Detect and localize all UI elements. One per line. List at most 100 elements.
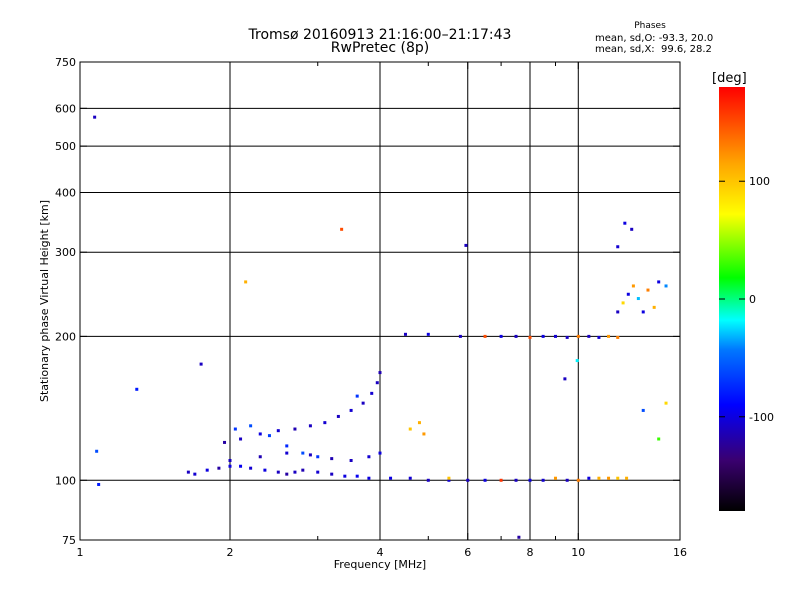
echo-point xyxy=(664,401,668,405)
echo-point xyxy=(375,381,379,385)
echo-point xyxy=(355,474,359,478)
echo-point xyxy=(541,334,545,338)
echo-point xyxy=(597,476,601,480)
colorbar-title: [deg] xyxy=(712,71,747,86)
echo-point xyxy=(285,444,289,448)
echo-point xyxy=(223,440,227,444)
echo-point xyxy=(483,478,487,482)
echo-point xyxy=(343,474,347,478)
echo-point xyxy=(258,455,262,459)
echo-point xyxy=(239,437,243,441)
echo-point xyxy=(330,472,334,476)
echo-point xyxy=(228,464,232,468)
echo-point xyxy=(607,476,611,480)
echo-point xyxy=(575,359,579,363)
echo-point xyxy=(349,458,353,462)
echo-point xyxy=(458,334,462,338)
echo-point xyxy=(408,427,412,431)
echo-point xyxy=(135,387,139,391)
echo-point xyxy=(267,434,271,438)
chart-title: Tromsø 20160913 21:16:00–21:17:43 xyxy=(248,27,512,43)
echo-point xyxy=(378,451,382,455)
echo-point xyxy=(447,478,451,482)
echo-point xyxy=(464,243,468,247)
stats-o-mode: mean, sd,O: -93.3, 20.0 xyxy=(595,33,714,44)
echo-point xyxy=(576,478,580,482)
echo-point xyxy=(576,334,580,338)
y-tick-label: 100 xyxy=(55,474,76,487)
echo-point xyxy=(403,332,407,336)
x-tick-label: 2 xyxy=(227,546,234,559)
echo-point xyxy=(199,362,203,366)
echo-point xyxy=(646,288,650,292)
echo-point xyxy=(285,451,289,455)
x-tick-label: 16 xyxy=(673,546,687,559)
echo-point xyxy=(499,478,503,482)
echo-point xyxy=(553,334,557,338)
echo-point xyxy=(623,221,627,225)
echo-point xyxy=(630,227,634,231)
echo-point xyxy=(616,476,620,480)
echo-point xyxy=(626,292,630,296)
echo-point xyxy=(367,455,371,459)
echo-point xyxy=(330,457,334,461)
echo-point xyxy=(293,427,297,431)
echo-point xyxy=(239,464,243,468)
x-tick-label: 10 xyxy=(571,546,585,559)
echo-point xyxy=(616,335,620,339)
echo-point xyxy=(587,334,591,338)
echo-point xyxy=(657,437,661,441)
echo-point xyxy=(217,466,221,470)
echo-point xyxy=(641,408,645,412)
echo-point xyxy=(285,472,289,476)
echo-point xyxy=(97,482,101,486)
y-tick-label: 400 xyxy=(55,186,76,199)
colorbar-tick-label: -100 xyxy=(749,411,774,424)
echo-point xyxy=(93,115,97,119)
echo-point xyxy=(258,432,262,436)
x-axis-label: Frequency [MHz] xyxy=(334,558,426,571)
grid-lines xyxy=(80,62,680,540)
echo-point xyxy=(349,408,353,412)
y-tick-label: 200 xyxy=(55,330,76,343)
echo-point xyxy=(249,424,253,428)
echo-point xyxy=(541,478,545,482)
echo-point xyxy=(607,334,611,338)
echo-point xyxy=(641,310,645,314)
echo-point xyxy=(466,478,470,482)
echo-point xyxy=(426,478,430,482)
echo-point xyxy=(422,432,426,436)
echo-point xyxy=(563,377,567,381)
echo-point xyxy=(336,414,340,418)
echo-point xyxy=(447,476,451,480)
axis-ticks: 1 2 4 6 8 10 16 75 100 200 300 400 500 600 750 xyxy=(55,56,687,559)
y-tick-label: 600 xyxy=(55,102,76,115)
echo-point xyxy=(621,301,625,305)
echo-point xyxy=(616,245,620,249)
echo-point xyxy=(417,421,421,425)
echo-point xyxy=(228,458,232,462)
echo-point xyxy=(514,334,518,338)
colorbar-tick-label: 100 xyxy=(749,175,770,188)
colorbar-tick-label: 0 xyxy=(749,293,756,306)
echo-point xyxy=(186,470,190,474)
y-tick-label: 300 xyxy=(55,246,76,259)
echo-point xyxy=(316,470,320,474)
echo-point xyxy=(483,334,487,338)
scatter-points xyxy=(93,115,668,539)
echo-point xyxy=(308,453,312,457)
echo-point xyxy=(244,280,248,284)
echo-point xyxy=(316,455,320,459)
echo-point xyxy=(636,297,640,301)
echo-point xyxy=(565,478,569,482)
x-tick-label: 1 xyxy=(77,546,84,559)
echo-point xyxy=(528,335,532,339)
echo-point xyxy=(193,472,197,476)
echo-point xyxy=(657,280,661,284)
echo-point xyxy=(301,468,305,472)
echo-point xyxy=(205,468,209,472)
x-tick-label: 8 xyxy=(527,546,534,559)
stats-x-mode: mean, sd,X: 99.6, 28.2 xyxy=(595,44,712,55)
x-tick-label: 4 xyxy=(377,546,384,559)
